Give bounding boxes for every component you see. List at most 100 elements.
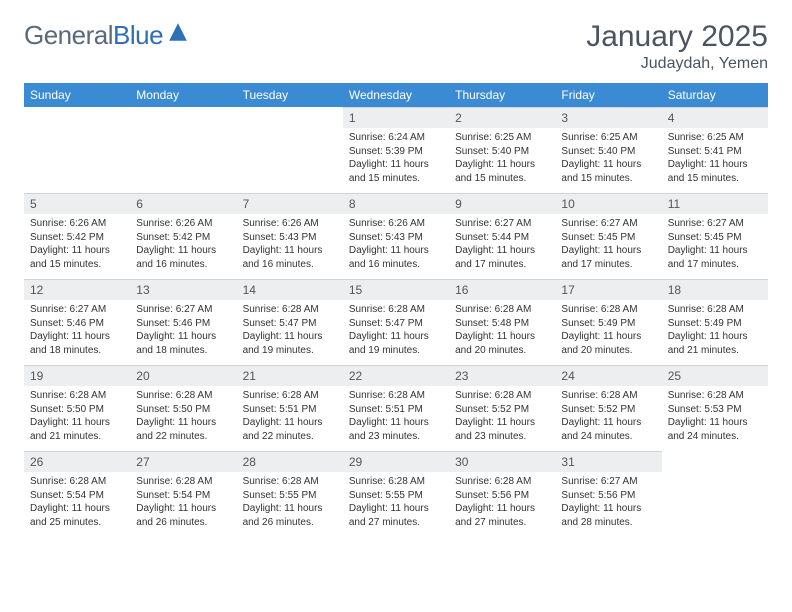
day-number: 28 [237, 451, 343, 472]
calendar-cell: 25Sunrise: 6:28 AMSunset: 5:53 PMDayligh… [662, 365, 768, 451]
sunset-text: Sunset: 5:44 PM [455, 231, 549, 245]
sunset-text: Sunset: 5:52 PM [561, 403, 655, 417]
daylight-line2: and 15 minutes. [455, 172, 549, 186]
calendar-week: 12Sunrise: 6:27 AMSunset: 5:46 PMDayligh… [24, 279, 768, 365]
sunset-text: Sunset: 5:43 PM [349, 231, 443, 245]
daylight-line1: Daylight: 11 hours [455, 244, 549, 258]
weekday-header: Thursday [449, 83, 555, 107]
daylight-line2: and 20 minutes. [455, 344, 549, 358]
day-number: 27 [130, 451, 236, 472]
sunset-text: Sunset: 5:56 PM [561, 489, 655, 503]
title-block: January 2025 Judaydah, Yemen [586, 20, 768, 73]
calendar-cell: 24Sunrise: 6:28 AMSunset: 5:52 PMDayligh… [555, 365, 661, 451]
day-content: Sunrise: 6:25 AMSunset: 5:40 PMDaylight:… [449, 128, 555, 189]
day-content: Sunrise: 6:28 AMSunset: 5:49 PMDaylight:… [555, 300, 661, 361]
calendar-cell: 22Sunrise: 6:28 AMSunset: 5:51 PMDayligh… [343, 365, 449, 451]
day-number: 14 [237, 279, 343, 300]
day-content: Sunrise: 6:24 AMSunset: 5:39 PMDaylight:… [343, 128, 449, 189]
daylight-line1: Daylight: 11 hours [243, 244, 337, 258]
calendar-cell: 18Sunrise: 6:28 AMSunset: 5:49 PMDayligh… [662, 279, 768, 365]
sunset-text: Sunset: 5:40 PM [561, 145, 655, 159]
day-number: 8 [343, 193, 449, 214]
daylight-line1: Daylight: 11 hours [30, 244, 124, 258]
calendar-cell: 19Sunrise: 6:28 AMSunset: 5:50 PMDayligh… [24, 365, 130, 451]
daylight-line2: and 26 minutes. [243, 516, 337, 530]
calendar-cell: 26Sunrise: 6:28 AMSunset: 5:54 PMDayligh… [24, 451, 130, 537]
day-content: Sunrise: 6:28 AMSunset: 5:55 PMDaylight:… [343, 472, 449, 533]
sunrise-text: Sunrise: 6:28 AM [668, 389, 762, 403]
calendar-cell: 21Sunrise: 6:28 AMSunset: 5:51 PMDayligh… [237, 365, 343, 451]
sunset-text: Sunset: 5:45 PM [561, 231, 655, 245]
daylight-line1: Daylight: 11 hours [349, 158, 443, 172]
daylight-line1: Daylight: 11 hours [30, 502, 124, 516]
calendar-cell: 14 Sunrise: 6:28 AMSunset: 5:47 PMDayligh… [237, 279, 343, 365]
day-content: Sunrise: 6:27 AMSunset: 5:46 PMDaylight:… [130, 300, 236, 361]
day-number: 10 [555, 193, 661, 214]
day-number: 29 [343, 451, 449, 472]
sunrise-text: Sunrise: 6:28 AM [561, 389, 655, 403]
sunset-text: Sunset: 5:55 PM [243, 489, 337, 503]
daylight-line2: and 20 minutes. [561, 344, 655, 358]
sunrise-text: Sunrise: 6:26 AM [243, 217, 337, 231]
day-number: 25 [662, 365, 768, 386]
day-number: 31 [555, 451, 661, 472]
daylight-line1: Daylight: 11 hours [668, 244, 762, 258]
daylight-line1: Daylight: 11 hours [455, 502, 549, 516]
daylight-line1: Daylight: 11 hours [243, 416, 337, 430]
sunset-text: Sunset: 5:47 PM [243, 317, 337, 331]
day-number: 12 [24, 279, 130, 300]
sunrise-text: Sunrise: 6:28 AM [243, 389, 337, 403]
sunrise-text: Sunrise: 6:28 AM [30, 389, 124, 403]
sunset-text: Sunset: 5:43 PM [243, 231, 337, 245]
sunrise-text: Sunrise: 6:28 AM [455, 303, 549, 317]
day-number: 6 [130, 193, 236, 214]
sunrise-text: Sunrise: 6:25 AM [668, 131, 762, 145]
daylight-line2: and 16 minutes. [349, 258, 443, 272]
daylight-line1: Daylight: 11 hours [455, 416, 549, 430]
day-content: Sunrise: 6:28 AMSunset: 5:55 PMDaylight:… [237, 472, 343, 533]
daylight-line2: and 21 minutes. [668, 344, 762, 358]
sunset-text: Sunset: 5:54 PM [136, 489, 230, 503]
sunrise-text: Sunrise: 6:28 AM [136, 389, 230, 403]
daylight-line2: and 18 minutes. [136, 344, 230, 358]
daylight-line1: Daylight: 11 hours [243, 330, 337, 344]
daylight-line2: and 15 minutes. [349, 172, 443, 186]
day-number: 3 [555, 107, 661, 128]
day-content: Sunrise: 6:28 AMSunset: 5:47 PMDaylight:… [343, 300, 449, 361]
sunset-text: Sunset: 5:45 PM [668, 231, 762, 245]
daylight-line2: and 17 minutes. [668, 258, 762, 272]
calendar-cell: 3Sunrise: 6:25 AMSunset: 5:40 PMDaylight… [555, 107, 661, 193]
day-content: Sunrise: 6:28 AMSunset: 5:51 PMDaylight:… [343, 386, 449, 447]
day-content: Sunrise: 6:26 AMSunset: 5:43 PMDaylight:… [237, 214, 343, 275]
sunrise-text: Sunrise: 6:27 AM [136, 303, 230, 317]
weekday-header: Wednesday [343, 83, 449, 107]
day-number: 30 [449, 451, 555, 472]
calendar-cell: 8Sunrise: 6:26 AMSunset: 5:43 PMDaylight… [343, 193, 449, 279]
sail-icon [167, 21, 189, 43]
sunrise-text: Sunrise: 6:28 AM [561, 303, 655, 317]
daylight-line1: Daylight: 11 hours [561, 330, 655, 344]
sunrise-text: Sunrise: 6:27 AM [561, 217, 655, 231]
logo-text: GeneralBlue [24, 20, 163, 51]
header: GeneralBlue January 2025 Judaydah, Yemen [24, 20, 768, 73]
logo-part1: General [24, 20, 113, 50]
sunrise-text: Sunrise: 6:28 AM [349, 303, 443, 317]
daylight-line1: Daylight: 11 hours [668, 416, 762, 430]
calendar-cell: 13Sunrise: 6:27 AMSunset: 5:46 PMDayligh… [130, 279, 236, 365]
sunrise-text: Sunrise: 6:28 AM [243, 303, 337, 317]
sunrise-text: Sunrise: 6:27 AM [30, 303, 124, 317]
day-number: 4 [662, 107, 768, 128]
day-content: Sunrise: 6:28 AMSunset: 5:50 PMDaylight:… [24, 386, 130, 447]
sunset-text: Sunset: 5:52 PM [455, 403, 549, 417]
daylight-line2: and 15 minutes. [561, 172, 655, 186]
day-content: Sunrise: 6:28 AMSunset: 5:52 PMDaylight:… [449, 386, 555, 447]
sunrise-text: Sunrise: 6:28 AM [30, 475, 124, 489]
logo-part2: Blue [113, 20, 163, 50]
sunrise-text: Sunrise: 6:28 AM [455, 475, 549, 489]
day-content: Sunrise: 6:28 AMSunset: 5:54 PMDaylight:… [24, 472, 130, 533]
calendar-cell [24, 107, 130, 193]
calendar-week: 26Sunrise: 6:28 AMSunset: 5:54 PMDayligh… [24, 451, 768, 537]
daylight-line1: Daylight: 11 hours [561, 416, 655, 430]
daylight-line1: Daylight: 11 hours [349, 330, 443, 344]
month-title: January 2025 [586, 20, 768, 53]
